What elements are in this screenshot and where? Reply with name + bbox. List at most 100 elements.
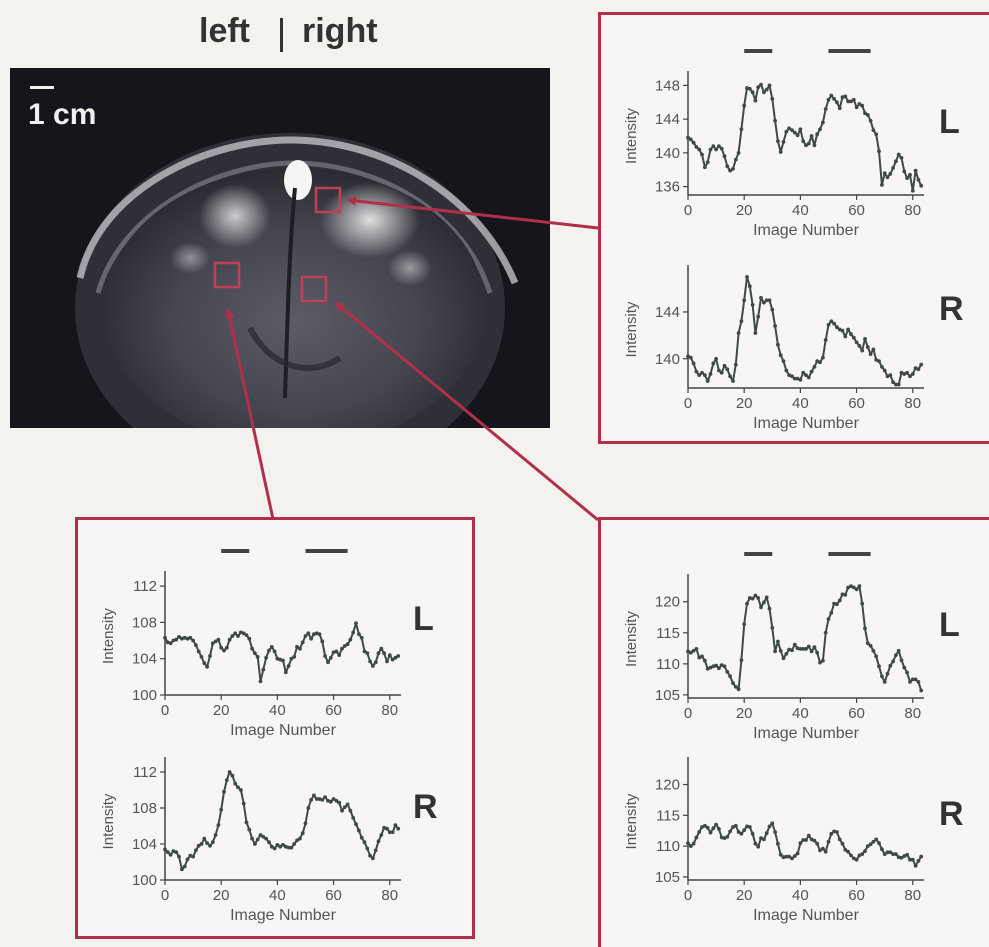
- y-tick-label: 108: [132, 614, 157, 631]
- data-point: [846, 849, 850, 854]
- data-point: [790, 128, 794, 132]
- data-point: [255, 655, 260, 659]
- data-point: [888, 373, 893, 377]
- y-tick-label: 105: [655, 869, 680, 886]
- data-point: [168, 641, 173, 646]
- data-point: [806, 141, 811, 146]
- data-point: [821, 658, 825, 663]
- data-point: [168, 852, 173, 857]
- data-point: [342, 805, 347, 809]
- data-point: [888, 172, 893, 176]
- data-point: [239, 788, 243, 792]
- data-point: [359, 835, 364, 840]
- data-point: [812, 143, 817, 148]
- data-point: [320, 639, 325, 644]
- x-tick-label: 80: [381, 887, 398, 904]
- data-point: [163, 635, 167, 640]
- data-point: [812, 365, 817, 369]
- data-point: [253, 842, 257, 846]
- data-point: [860, 852, 865, 856]
- data-point: [351, 630, 356, 635]
- y-tick-label: 100: [132, 872, 157, 889]
- data-point: [199, 842, 204, 846]
- data-point: [865, 113, 870, 117]
- data-point: [762, 600, 766, 605]
- y-tick-label: 144: [655, 111, 680, 128]
- y-tick-label: 110: [656, 838, 680, 855]
- data-point: [826, 97, 831, 102]
- data-point: [756, 596, 761, 600]
- data-point: [750, 831, 755, 836]
- data-point: [891, 380, 895, 385]
- data-point: [379, 646, 384, 651]
- data-point: [694, 647, 699, 651]
- data-point: [899, 658, 904, 662]
- arrow-lower-right: [334, 301, 599, 522]
- data-point: [843, 334, 848, 339]
- data-point: [320, 798, 325, 802]
- data-point: [863, 111, 867, 116]
- data-point: [902, 169, 907, 174]
- data-point: [717, 666, 721, 671]
- data-point: [691, 361, 696, 366]
- data-point: [703, 165, 707, 170]
- plot-lower-left-left: 0 20 40 60 80 100 104 108 112 Image Number Intensi…: [100, 549, 401, 739]
- data-point: [778, 150, 783, 154]
- data-point: [773, 649, 777, 654]
- data-point: [896, 382, 901, 387]
- data-point: [303, 821, 308, 826]
- data-point: [880, 674, 884, 679]
- data-point: [227, 770, 232, 774]
- data-point: [337, 653, 342, 657]
- data-point: [177, 635, 181, 639]
- data-point: [815, 132, 820, 137]
- data-point: [272, 846, 277, 851]
- data-point: [888, 663, 893, 668]
- y-tick-label: 115: [656, 625, 680, 642]
- y-tick-label: 140: [655, 351, 680, 368]
- data-point: [241, 631, 246, 636]
- data-point: [894, 653, 898, 657]
- data-point: [213, 639, 218, 644]
- data-point: [750, 90, 755, 95]
- data-point: [289, 656, 294, 661]
- data-point: [210, 641, 215, 646]
- data-point: [798, 377, 803, 382]
- data-point: [798, 647, 803, 651]
- data-point: [759, 82, 763, 87]
- data-point: [806, 644, 811, 649]
- data-point: [340, 808, 344, 813]
- data-point: [787, 647, 791, 652]
- data-point: [913, 677, 918, 682]
- data-point: [767, 824, 772, 829]
- data-point: [216, 823, 221, 827]
- data-point: [778, 648, 783, 653]
- data-point: [857, 344, 862, 348]
- data-point: [894, 382, 898, 387]
- data-point: [809, 649, 814, 654]
- data-point: [843, 593, 848, 597]
- y-tick-label: 105: [655, 687, 680, 704]
- data-point: [691, 140, 696, 145]
- data-point: [365, 846, 370, 851]
- data-point: [871, 347, 876, 352]
- data-point: [731, 167, 735, 171]
- data-point: [877, 841, 881, 845]
- data-point: [334, 649, 339, 654]
- data-point: [781, 140, 786, 144]
- data-point: [731, 681, 735, 685]
- arrow-upper-right: [346, 195, 599, 230]
- data-point: [247, 636, 252, 641]
- data-point: [728, 168, 732, 173]
- data-point: [373, 848, 378, 853]
- data-point: [298, 836, 302, 841]
- data-point: [784, 129, 789, 134]
- data-point: [773, 118, 777, 123]
- hemisphere-label-l: L: [939, 606, 960, 644]
- data-point: [292, 655, 297, 659]
- x-tick-label: 80: [904, 705, 921, 722]
- data-point: [202, 661, 207, 666]
- x-tick-label: 0: [684, 202, 692, 219]
- data-point: [784, 652, 789, 656]
